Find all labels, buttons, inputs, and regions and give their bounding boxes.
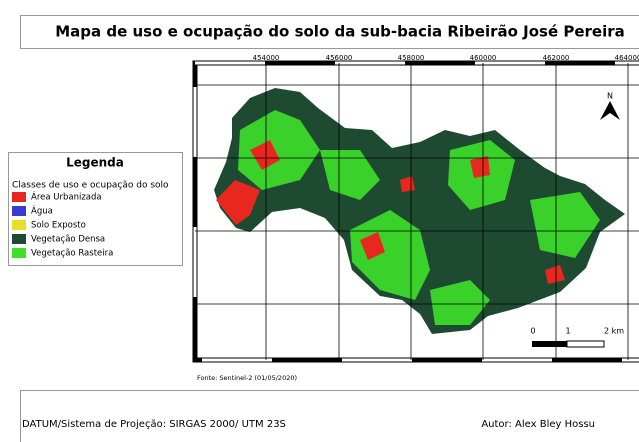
author: Autor: Alex Bley Hossu: [481, 419, 595, 430]
north-label: N: [607, 92, 613, 101]
scale-label: 1: [565, 327, 570, 336]
legend-label: Solo Exposto: [31, 221, 86, 231]
layout: Mapa de uso e ocupação do solo da sub-ba…: [0, 0, 639, 442]
legend-swatch: [12, 248, 26, 258]
footer-box: [21, 391, 639, 442]
legend-title: Legenda: [66, 156, 124, 170]
legend-swatch: [12, 192, 26, 202]
grid-label: 456000: [326, 54, 353, 62]
grid-label: 458000: [398, 54, 425, 62]
legend-swatch: [12, 220, 26, 230]
title: Mapa de uso e ocupação do solo da sub-ba…: [55, 23, 625, 41]
legend-label: Água: [31, 205, 53, 217]
grid-label: 464000: [615, 54, 639, 62]
grid-label: 454000: [253, 54, 280, 62]
datum: DATUM/Sistema de Projeção: SIRGAS 2000/ …: [22, 419, 286, 430]
page: Mapa de uso e ocupação do solo da sub-ba…: [0, 0, 639, 442]
legend-label: Área Urbanizada: [31, 191, 102, 203]
scale-label: 0: [530, 327, 535, 336]
legend-label: Vegetação Densa: [31, 235, 105, 245]
legend-label: Vegetação Rasteira: [31, 249, 113, 259]
legend-subtitle: Classes de uso e ocupação do solo: [12, 181, 169, 191]
grid-label: 462000: [543, 54, 570, 62]
scale-bar: [567, 341, 604, 347]
grid-label: 460000: [470, 54, 497, 62]
legend-swatch: [12, 206, 26, 216]
scale-bar: [532, 341, 567, 347]
legend-swatch: [12, 234, 26, 244]
source: Fonte: Sentinel-2 (01/05/2020): [197, 374, 297, 382]
scale-label: 2 km: [604, 327, 624, 336]
